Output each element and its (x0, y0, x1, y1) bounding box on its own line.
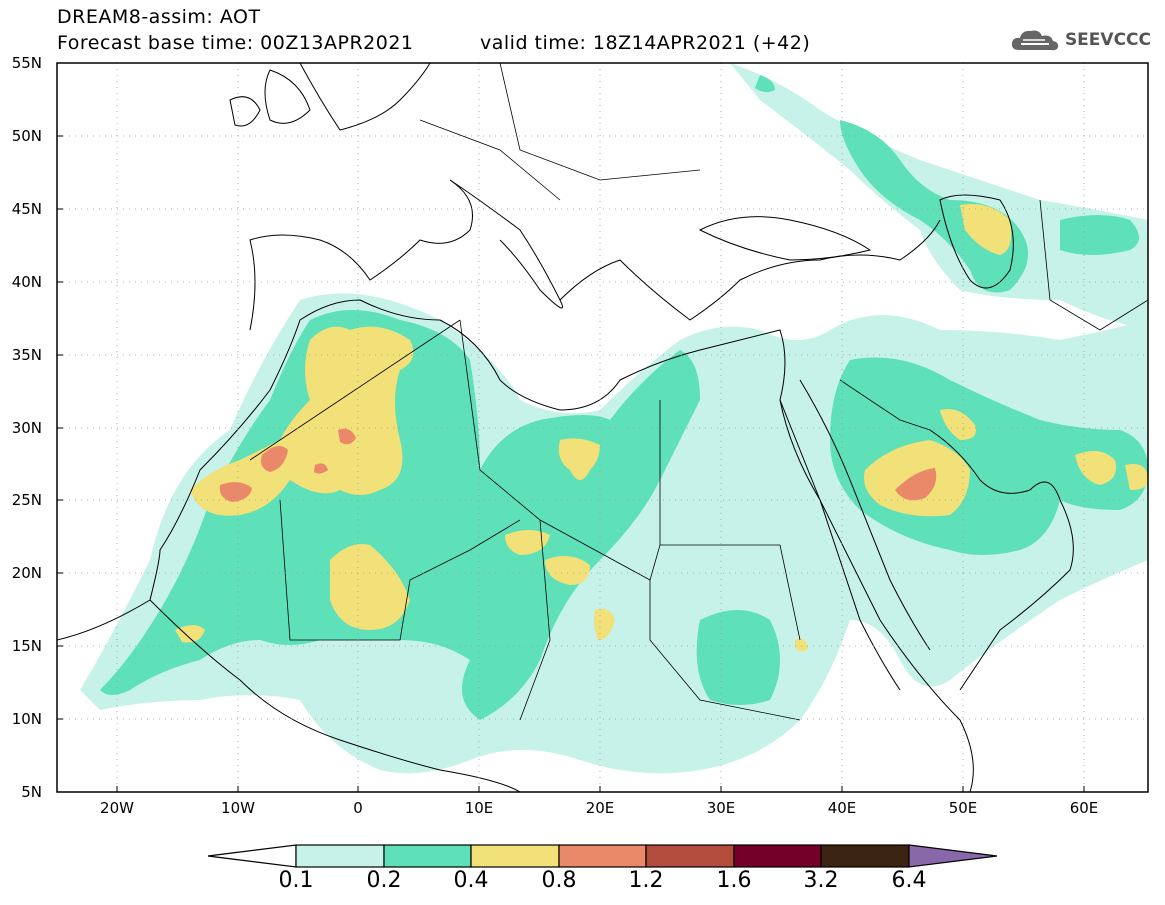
lat-label: 20N (11, 564, 42, 582)
lat-label: 15N (11, 637, 42, 655)
lat-label: 35N (11, 346, 42, 364)
lon-label: 40E (827, 799, 857, 817)
seevccc-logo: SEEVCCC (1009, 26, 1151, 54)
colorbar-label: 0.2 (366, 868, 402, 893)
aot-level-0.8 (219, 428, 937, 502)
lat-label: 10N (11, 710, 42, 728)
country-borders (249, 63, 1148, 721)
aot-contours (80, 63, 1148, 774)
lon-label: 10W (221, 799, 255, 817)
colorbar-label: 0.8 (541, 868, 577, 893)
map-frame (56, 62, 1149, 793)
cloud-icon (1011, 30, 1059, 51)
lon-label: 0 (353, 799, 363, 817)
lon-label: 20W (100, 799, 134, 817)
logo-text: SEEVCCC (1064, 30, 1151, 50)
coastlines (57, 63, 1074, 792)
lat-label: 55N (11, 54, 42, 72)
colorbar-label: 3.2 (803, 868, 839, 893)
lat-label: 40N (11, 273, 42, 291)
title-line-2: Forecast base time: 00Z13APR2021 (57, 32, 414, 54)
colorbar-label: 1.6 (716, 868, 752, 893)
colorbar-label: 0.1 (278, 868, 314, 893)
title-line-3: valid time: 18Z14APR2021 (+42) (480, 32, 811, 54)
lat-label: 50N (11, 127, 42, 145)
title-line-1: DREAM8-assim: AOT (57, 6, 261, 28)
lat-label: 5N (21, 783, 42, 801)
lon-label: 30E (706, 799, 736, 817)
lat-label: 30N (11, 419, 42, 437)
lon-label: 10E (464, 799, 494, 817)
axis-ticks (57, 135, 1085, 792)
colorbar-label: 1.2 (628, 868, 664, 893)
colorbar-label: 0.4 (453, 868, 489, 893)
colorbar-label: 6.4 (891, 868, 927, 893)
lon-label: 20E (585, 799, 615, 817)
lon-label: 60E (1069, 799, 1099, 817)
lat-label: 25N (11, 491, 42, 509)
lat-label: 45N (11, 200, 42, 218)
lon-label: 50E (948, 799, 978, 817)
